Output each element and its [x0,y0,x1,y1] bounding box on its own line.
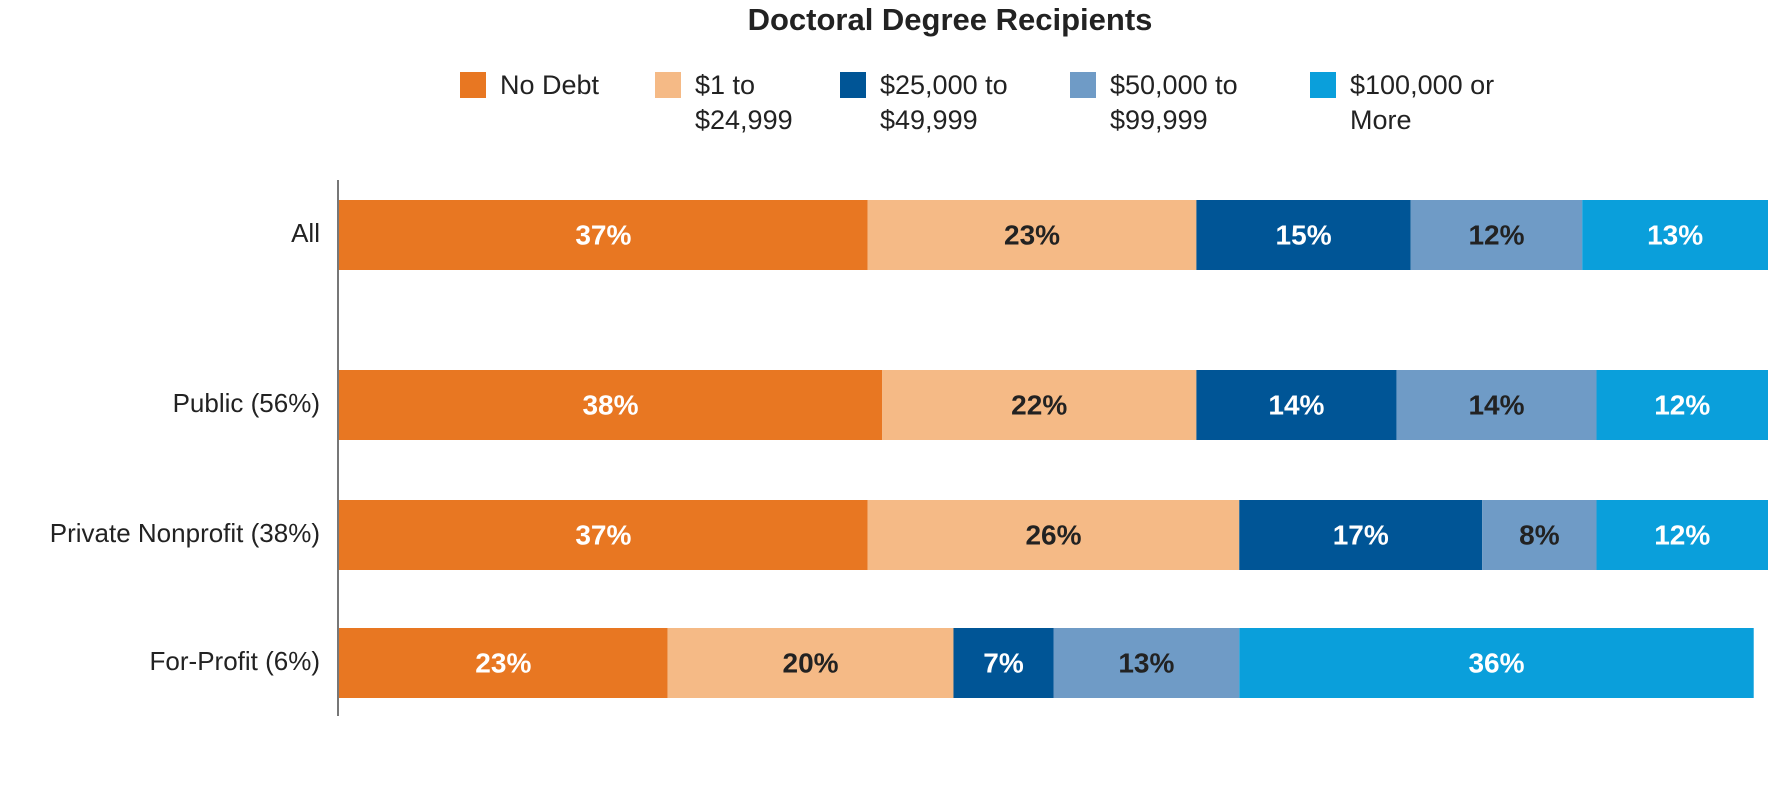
bar-segment [339,370,883,440]
bar-segment [867,200,1197,270]
y-tick-label: All [291,218,320,248]
legend-item: $50,000 to $99,999 [1070,68,1260,138]
legend-swatch [1310,72,1336,98]
data-label: 23% [475,647,531,678]
data-label: 12% [1468,219,1524,250]
y-tick-label: Private Nonprofit (38%) [50,518,320,548]
data-label: 37% [575,219,631,250]
y-tick-label: For-Profit (6%) [150,646,320,676]
y-tick-label: Public (56%) [173,388,320,418]
legend-label: $25,000 to $49,999 [880,70,1008,135]
legend-label: $1 to $24,999 [695,70,793,135]
data-label: 23% [1004,219,1060,250]
data-label: 36% [1468,647,1524,678]
legend-label: No Debt [500,70,600,100]
data-label: 26% [1025,519,1081,550]
legend-label: $100,000 or More [1350,70,1495,135]
bar-segment [1596,500,1768,570]
bar-segment [1196,370,1397,440]
bar-segment [1410,200,1583,270]
bar-segment [339,500,868,570]
data-label: 12% [1654,519,1710,550]
bar-segment [1196,200,1411,270]
data-label: 20% [783,647,839,678]
bar-segment [1396,370,1597,440]
bar-segment [1239,628,1754,698]
legend-swatch [655,72,681,98]
data-label: 17% [1333,519,1389,550]
bar-segment [953,628,1054,698]
data-label: 37% [575,519,631,550]
data-label: 8% [1519,519,1560,550]
data-label: 22% [1011,389,1067,420]
legend-swatch [460,72,486,98]
bar-segment [339,628,668,698]
legend-item: No Debt [460,68,650,103]
data-label: 14% [1468,389,1524,420]
bar-segment [1239,500,1483,570]
bar-segment [1482,500,1597,570]
data-label: 14% [1268,389,1324,420]
bar-segment [1596,370,1768,440]
data-label: 13% [1647,219,1703,250]
bar-segment [1582,200,1768,270]
data-label: 38% [582,389,638,420]
bar-segment [867,500,1240,570]
bar-segment [667,628,954,698]
legend-item: $1 to $24,999 [655,68,845,138]
data-label: 13% [1118,647,1174,678]
bar-segment [1053,628,1240,698]
legend-swatch [840,72,866,98]
legend-label: $50,000 to $99,999 [1110,70,1238,135]
bar-segment [339,200,868,270]
data-label: 12% [1654,389,1710,420]
data-label: 7% [983,647,1024,678]
legend-item: $100,000 or More [1310,68,1500,138]
legend-swatch [1070,72,1096,98]
legend-item: $25,000 to $49,999 [840,68,1030,138]
bar-segment [882,370,1197,440]
data-label: 15% [1276,219,1332,250]
chart-title: Doctoral Degree Recipients [748,2,1153,37]
